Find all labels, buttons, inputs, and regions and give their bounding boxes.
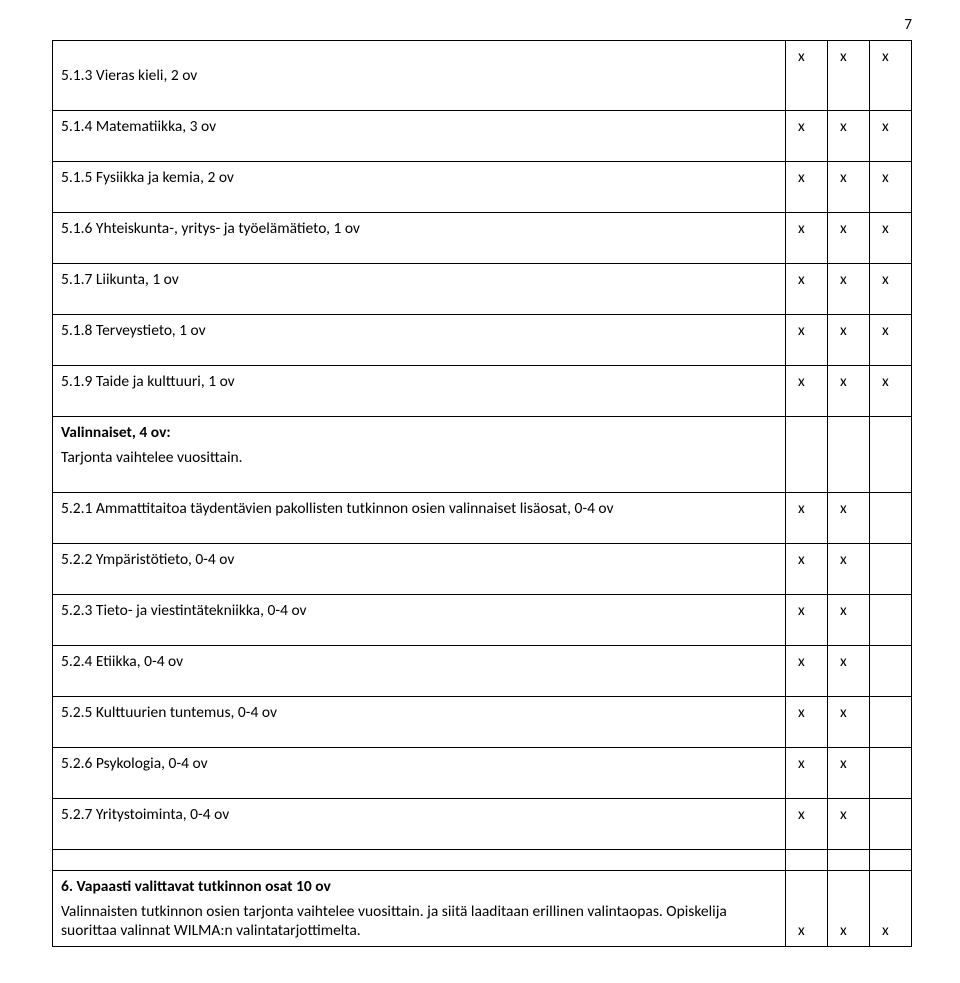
row-label: 5.2.1 Ammattitaitoa täydentävien pakolli… — [53, 493, 786, 544]
table-row — [53, 850, 912, 871]
mark-cell — [870, 544, 912, 595]
mark-cell — [828, 446, 870, 493]
mark-cell: x — [828, 41, 870, 111]
row-label: 6. Vapaasti valittavat tutkinnon osat 10… — [53, 871, 786, 901]
mark-cell — [870, 493, 912, 544]
table-row: Tarjonta vaihtelee vuosittain. — [53, 446, 912, 493]
mark-cell: x — [786, 697, 828, 748]
mark-cell: x — [828, 213, 870, 264]
mark-cell: x — [828, 900, 870, 947]
table-row: 5.2.2 Ympäristötieto, 0-4 ov x x — [53, 544, 912, 595]
mark-cell: x — [828, 493, 870, 544]
mark-cell: x — [870, 900, 912, 947]
mark-cell: x — [786, 264, 828, 315]
mark-cell — [870, 871, 912, 901]
mark-cell: x — [786, 595, 828, 646]
mark-cell: x — [786, 111, 828, 162]
mark-cell: x — [786, 493, 828, 544]
mark-cell — [870, 646, 912, 697]
row-label: 5.1.3 Vieras kieli, 2 ov — [53, 41, 786, 111]
row-label: Valinnaisten tutkinnon osien tarjonta va… — [53, 900, 786, 947]
mark-cell: x — [786, 366, 828, 417]
row-label: 5.1.6 Yhteiskunta-, yritys- ja työelämät… — [53, 213, 786, 264]
mark-cell: x — [786, 315, 828, 366]
mark-cell: x — [786, 162, 828, 213]
mark-cell: x — [786, 646, 828, 697]
table-row: 5.1.6 Yhteiskunta-, yritys- ja työelämät… — [53, 213, 912, 264]
row-label: Tarjonta vaihtelee vuosittain. — [53, 446, 786, 493]
mark-cell: x — [870, 264, 912, 315]
mark-cell: x — [828, 162, 870, 213]
gap-cell — [53, 850, 786, 871]
gap-cell — [828, 850, 870, 871]
mark-cell: x — [828, 366, 870, 417]
table-row: Valinnaisten tutkinnon osien tarjonta va… — [53, 900, 912, 947]
mark-cell: x — [870, 213, 912, 264]
row-label: 5.2.2 Ympäristötieto, 0-4 ov — [53, 544, 786, 595]
mark-cell: x — [828, 315, 870, 366]
mark-cell: x — [828, 799, 870, 850]
mark-cell: x — [870, 41, 912, 111]
table-row: 5.1.9 Taide ja kulttuuri, 1 ov x x x — [53, 366, 912, 417]
row-label: 5.1.7 Liikunta, 1 ov — [53, 264, 786, 315]
table-row: 5.2.6 Psykologia, 0-4 ov x x — [53, 748, 912, 799]
mark-cell — [786, 871, 828, 901]
mark-cell — [870, 799, 912, 850]
mark-cell: x — [828, 646, 870, 697]
course-table: 5.1.3 Vieras kieli, 2 ov x x x 5.1.4 Mat… — [52, 40, 912, 947]
row-label: 5.2.6 Psykologia, 0-4 ov — [53, 748, 786, 799]
table-row: 5.1.7 Liikunta, 1 ov x x x — [53, 264, 912, 315]
row-label: Valinnaiset, 4 ov: — [53, 417, 786, 447]
mark-cell — [870, 748, 912, 799]
mark-cell: x — [828, 697, 870, 748]
mark-cell: x — [786, 748, 828, 799]
mark-cell — [870, 417, 912, 447]
table-row: 6. Vapaasti valittavat tutkinnon osat 10… — [53, 871, 912, 901]
mark-cell: x — [870, 366, 912, 417]
table-row: 5.1.3 Vieras kieli, 2 ov x x x — [53, 41, 912, 111]
mark-cell: x — [870, 111, 912, 162]
mark-cell — [870, 446, 912, 493]
table-row: 5.1.4 Matematiikka, 3 ov x x x — [53, 111, 912, 162]
gap-cell — [870, 850, 912, 871]
row-label: 5.1.8 Terveystieto, 1 ov — [53, 315, 786, 366]
table-row: 5.2.7 Yritystoiminta, 0-4 ov x x — [53, 799, 912, 850]
row-label: 5.2.5 Kulttuurien tuntemus, 0-4 ov — [53, 697, 786, 748]
mark-cell: x — [828, 748, 870, 799]
table-row: 5.2.5 Kulttuurien tuntemus, 0-4 ov x x — [53, 697, 912, 748]
row-label: 5.2.3 Tieto- ja viestintätekniikka, 0-4 … — [53, 595, 786, 646]
mark-cell: x — [870, 315, 912, 366]
table-row: 5.2.4 Etiikka, 0-4 ov x x — [53, 646, 912, 697]
mark-cell: x — [786, 544, 828, 595]
row-label: 5.1.4 Matematiikka, 3 ov — [53, 111, 786, 162]
mark-cell: x — [786, 799, 828, 850]
row-label: 5.1.5 Fysiikka ja kemia, 2 ov — [53, 162, 786, 213]
row-label: 5.1.9 Taide ja kulttuuri, 1 ov — [53, 366, 786, 417]
table-row: Valinnaiset, 4 ov: — [53, 417, 912, 447]
mark-cell — [828, 417, 870, 447]
mark-cell: x — [786, 41, 828, 111]
mark-cell — [786, 446, 828, 493]
table-row: 5.1.5 Fysiikka ja kemia, 2 ov x x x — [53, 162, 912, 213]
mark-cell — [870, 595, 912, 646]
mark-cell — [870, 697, 912, 748]
table-row: 5.2.3 Tieto- ja viestintätekniikka, 0-4 … — [53, 595, 912, 646]
mark-cell: x — [828, 111, 870, 162]
mark-cell: x — [828, 544, 870, 595]
table-row: 5.2.1 Ammattitaitoa täydentävien pakolli… — [53, 493, 912, 544]
mark-cell: x — [828, 595, 870, 646]
mark-cell: x — [870, 162, 912, 213]
mark-cell: x — [786, 900, 828, 947]
mark-cell — [786, 417, 828, 447]
mark-cell: x — [786, 213, 828, 264]
row-label: 5.2.4 Etiikka, 0-4 ov — [53, 646, 786, 697]
gap-cell — [786, 850, 828, 871]
page-number: 7 — [904, 16, 912, 34]
mark-cell — [828, 871, 870, 901]
mark-cell: x — [828, 264, 870, 315]
row-label: 5.2.7 Yritystoiminta, 0-4 ov — [53, 799, 786, 850]
table-row: 5.1.8 Terveystieto, 1 ov x x x — [53, 315, 912, 366]
